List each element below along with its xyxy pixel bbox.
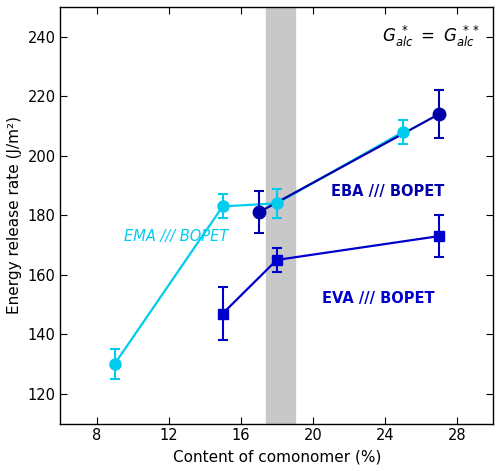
Text: EBA /// BOPET: EBA /// BOPET [331,184,444,199]
Text: $\mathbf{\mathit{G}}_{\mathbf{\mathit{alc}}}^{\ *}\ =\ \mathbf{\mathit{G}}_{\mat: $\mathbf{\mathit{G}}_{\mathbf{\mathit{al… [382,24,480,49]
Text: EMA /// BOPET: EMA /// BOPET [124,228,228,244]
Bar [266,7,295,423]
Y-axis label: Energy release rate (J/m²): Energy release rate (J/m²) [7,116,22,314]
X-axis label: Content of comonomer (%): Content of comonomer (%) [172,449,381,464]
Text: EVA /// BOPET: EVA /// BOPET [322,291,434,306]
